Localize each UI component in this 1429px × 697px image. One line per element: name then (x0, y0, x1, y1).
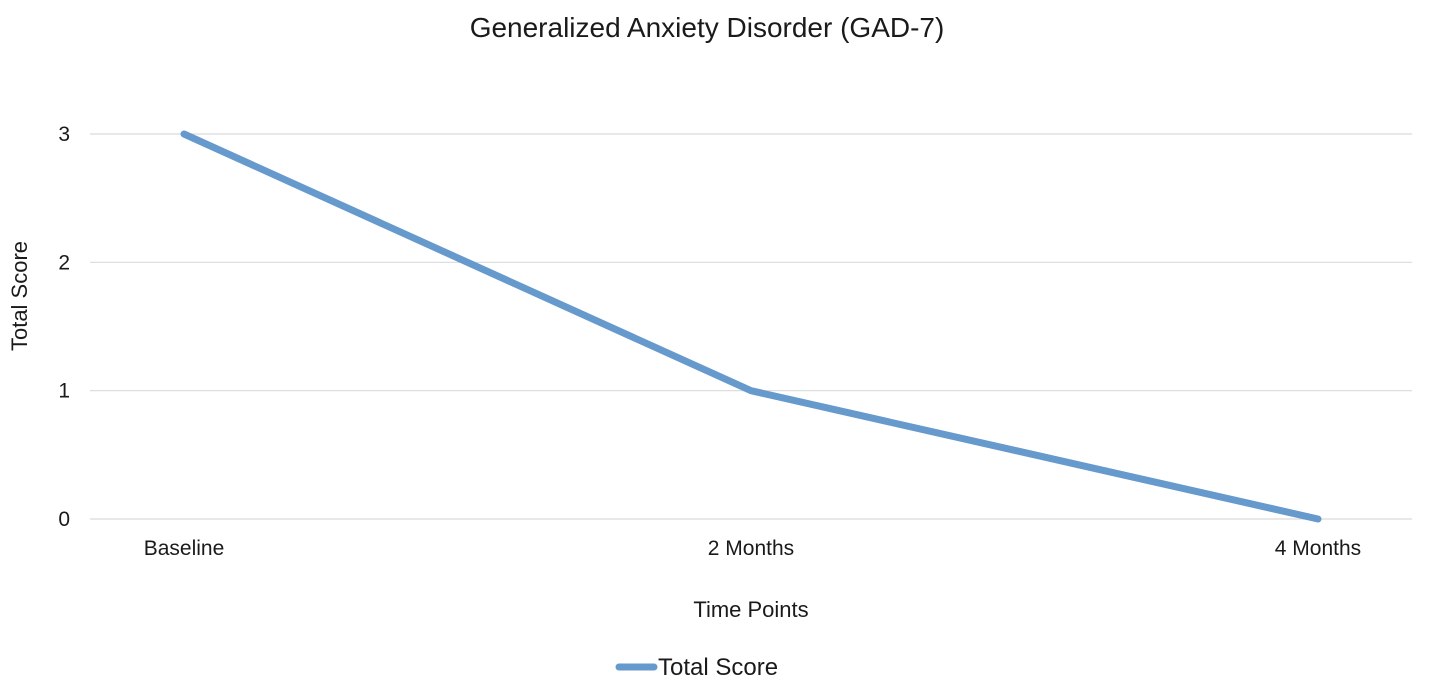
gridlines (90, 134, 1412, 519)
y-tick-label: 3 (58, 123, 70, 146)
chart-title: Generalized Anxiety Disorder (GAD-7) (470, 12, 945, 43)
series-lines (184, 134, 1318, 519)
x-tick-label: Baseline (144, 537, 225, 560)
legend: Total Score (619, 654, 778, 681)
y-axis-ticks: 0 1 2 3 (58, 123, 70, 531)
y-tick-label: 1 (58, 380, 70, 403)
legend-item: Total Score (619, 654, 778, 681)
y-tick-label: 2 (58, 251, 70, 274)
y-axis-label: Total Score (7, 241, 32, 351)
x-tick-label: 4 Months (1275, 537, 1361, 560)
x-axis-ticks: Baseline 2 Months 4 Months (144, 537, 1361, 560)
x-tick-label: 2 Months (708, 537, 794, 560)
x-axis-label: Time Points (693, 597, 808, 622)
series-line-0 (184, 134, 1318, 519)
legend-label: Total Score (658, 654, 778, 681)
y-tick-label: 0 (58, 508, 70, 531)
